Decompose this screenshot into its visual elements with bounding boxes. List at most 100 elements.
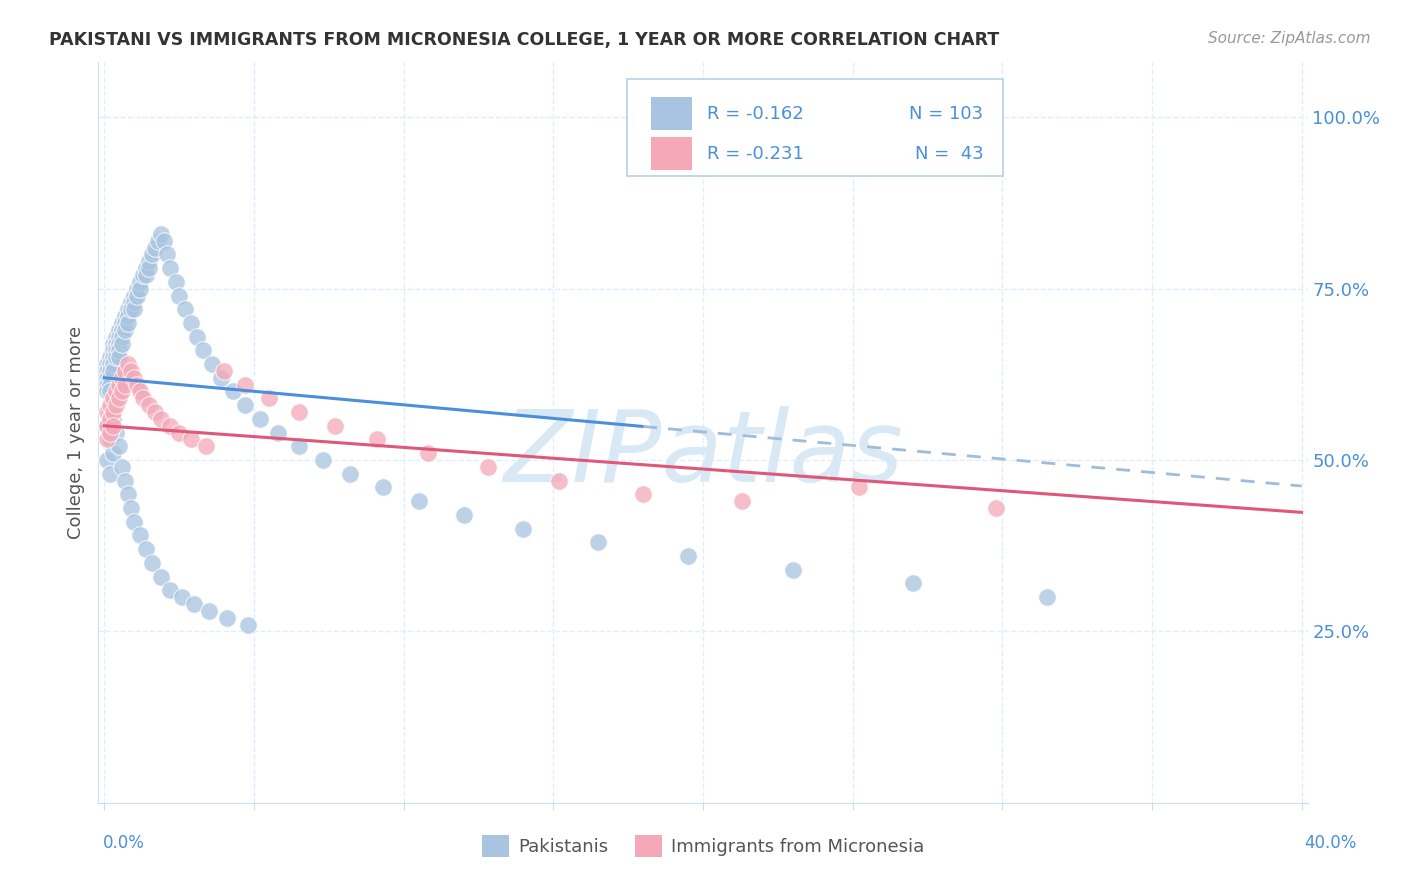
- Point: [408, 494, 430, 508]
- Point: [96, 418, 118, 433]
- Point: [257, 392, 280, 406]
- Point: [233, 398, 256, 412]
- Point: [267, 425, 290, 440]
- Point: [159, 583, 181, 598]
- Point: [100, 377, 122, 392]
- Point: [96, 433, 118, 447]
- Point: [124, 302, 146, 317]
- Point: [124, 288, 146, 302]
- Point: [108, 336, 131, 351]
- Point: [103, 446, 125, 460]
- Point: [986, 501, 1008, 516]
- Point: [105, 343, 128, 358]
- Point: [143, 240, 166, 255]
- Point: [138, 398, 160, 412]
- Point: [100, 412, 122, 426]
- Point: [111, 384, 134, 399]
- Point: [180, 433, 202, 447]
- Point: [117, 309, 139, 323]
- Point: [108, 439, 131, 453]
- Point: [477, 459, 499, 474]
- Point: [96, 384, 118, 399]
- Point: [117, 302, 139, 317]
- Point: [127, 282, 149, 296]
- Point: [108, 343, 131, 358]
- Text: N =  43: N = 43: [915, 145, 984, 162]
- Point: [103, 343, 125, 358]
- Point: [1036, 590, 1059, 604]
- Legend: Pakistanis, Immigrants from Micronesia: Pakistanis, Immigrants from Micronesia: [474, 828, 932, 864]
- Text: PAKISTANI VS IMMIGRANTS FROM MICRONESIA COLLEGE, 1 YEAR OR MORE CORRELATION CHAR: PAKISTANI VS IMMIGRANTS FROM MICRONESIA …: [49, 31, 1000, 49]
- Point: [96, 371, 118, 385]
- Point: [108, 323, 131, 337]
- Point: [114, 377, 136, 392]
- Point: [233, 377, 256, 392]
- Point: [117, 316, 139, 330]
- Text: R = -0.231: R = -0.231: [707, 145, 803, 162]
- Point: [96, 405, 118, 419]
- Point: [111, 316, 134, 330]
- Point: [156, 247, 179, 261]
- Point: [117, 487, 139, 501]
- Point: [138, 261, 160, 276]
- Point: [222, 384, 245, 399]
- Point: [105, 425, 128, 440]
- Point: [100, 384, 122, 399]
- Point: [141, 556, 163, 570]
- Text: Source: ZipAtlas.com: Source: ZipAtlas.com: [1208, 31, 1371, 46]
- Point: [108, 350, 131, 364]
- Point: [167, 288, 190, 302]
- Point: [114, 316, 136, 330]
- Point: [193, 343, 215, 358]
- Point: [183, 597, 205, 611]
- Point: [124, 371, 146, 385]
- Point: [195, 439, 218, 453]
- Point: [100, 398, 122, 412]
- Point: [114, 323, 136, 337]
- Point: [217, 610, 239, 624]
- Point: [103, 364, 125, 378]
- Point: [135, 542, 157, 557]
- Point: [103, 392, 125, 406]
- Bar: [651, 97, 692, 130]
- Point: [143, 405, 166, 419]
- Point: [135, 268, 157, 282]
- Text: ZIPatlas: ZIPatlas: [503, 407, 903, 503]
- Point: [96, 453, 118, 467]
- Point: [212, 364, 235, 378]
- Point: [103, 357, 125, 371]
- Point: [159, 261, 181, 276]
- Point: [150, 227, 173, 241]
- Point: [586, 535, 609, 549]
- Point: [153, 234, 176, 248]
- Point: [172, 590, 194, 604]
- Point: [174, 302, 197, 317]
- Point: [100, 364, 122, 378]
- Point: [103, 418, 125, 433]
- Point: [120, 295, 142, 310]
- Point: [103, 350, 125, 364]
- Point: [159, 418, 181, 433]
- Point: [198, 604, 221, 618]
- Point: [114, 474, 136, 488]
- Point: [371, 480, 394, 494]
- Point: [124, 515, 146, 529]
- Point: [901, 576, 924, 591]
- Point: [512, 522, 534, 536]
- Point: [96, 377, 118, 392]
- Point: [165, 275, 187, 289]
- Point: [141, 247, 163, 261]
- Y-axis label: College, 1 year or more: College, 1 year or more: [66, 326, 84, 539]
- Point: [366, 433, 388, 447]
- Point: [127, 377, 149, 392]
- Point: [209, 371, 232, 385]
- Point: [103, 412, 125, 426]
- Point: [631, 487, 654, 501]
- Point: [288, 439, 311, 453]
- Point: [108, 377, 131, 392]
- Point: [100, 350, 122, 364]
- Point: [339, 467, 361, 481]
- Point: [782, 563, 804, 577]
- Point: [100, 467, 122, 481]
- Point: [120, 501, 142, 516]
